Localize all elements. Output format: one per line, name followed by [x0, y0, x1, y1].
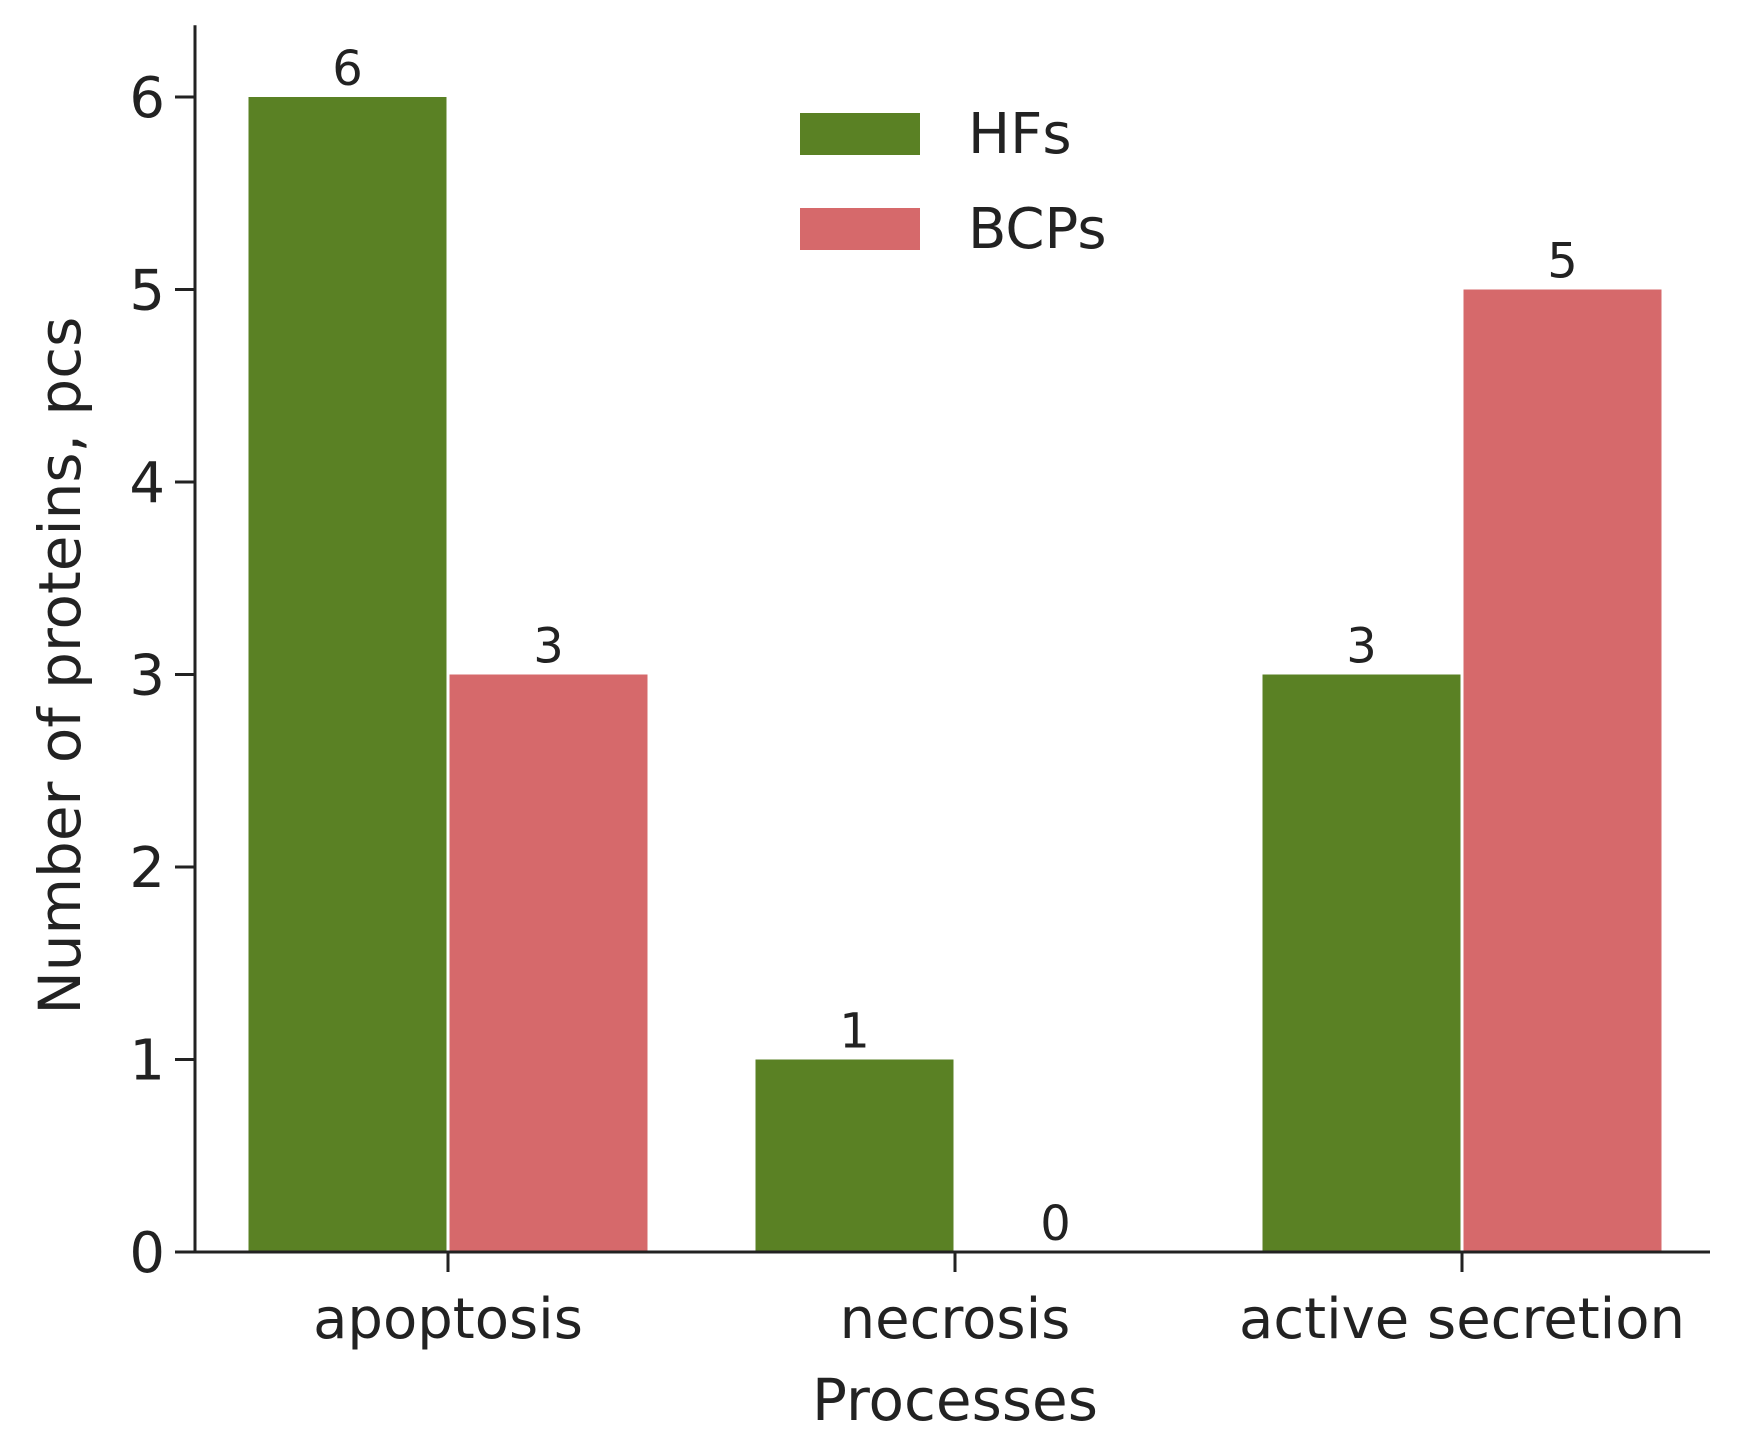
legend-label-bcps: BCPs [968, 197, 1107, 262]
bar-hfs-apoptosis [248, 97, 447, 1252]
data-label-hfs-apoptosis: 6 [332, 41, 363, 97]
x-tick-label: active secretion [1239, 1287, 1685, 1352]
y-tick-label: 3 [129, 644, 165, 709]
bar-hfs-necrosis [755, 1059, 954, 1252]
data-label-bcps-necrosis: 0 [1040, 1196, 1071, 1252]
legend: HFs BCPs [800, 102, 1107, 262]
y-tick-label: 5 [129, 259, 165, 324]
y-tick-label: 4 [129, 451, 165, 516]
bar-hfs-active-secretion [1262, 674, 1461, 1252]
legend-swatch-hfs [800, 113, 920, 155]
x-axis-title: Processes [812, 1366, 1098, 1434]
data-labels-layer: 6 3 1 0 3 5 [332, 41, 1578, 1252]
legend-swatch-bcps [800, 208, 920, 250]
data-label-hfs-necrosis: 1 [839, 1004, 870, 1060]
y-ticks: 0 1 2 3 4 5 6 [129, 66, 195, 1286]
bars-layer [248, 97, 1662, 1252]
y-axis-title: Number of proteins, pcs [26, 317, 94, 1015]
y-tick-label: 1 [129, 1029, 165, 1094]
x-tick-label: apoptosis [313, 1287, 583, 1352]
y-tick-label: 6 [129, 66, 165, 131]
bar-bcps-apoptosis [449, 674, 648, 1252]
x-ticks: apoptosis necrosis active secretion [313, 1252, 1685, 1352]
x-tick-label: necrosis [840, 1287, 1071, 1352]
legend-label-hfs: HFs [968, 102, 1072, 167]
data-label-bcps-active-secretion: 5 [1547, 234, 1578, 290]
bar-bcps-active-secretion [1463, 289, 1662, 1252]
y-tick-label: 2 [129, 836, 165, 901]
data-label-bcps-apoptosis: 3 [533, 619, 564, 675]
data-label-hfs-active-secretion: 3 [1346, 619, 1377, 675]
y-tick-label: 0 [129, 1221, 165, 1286]
